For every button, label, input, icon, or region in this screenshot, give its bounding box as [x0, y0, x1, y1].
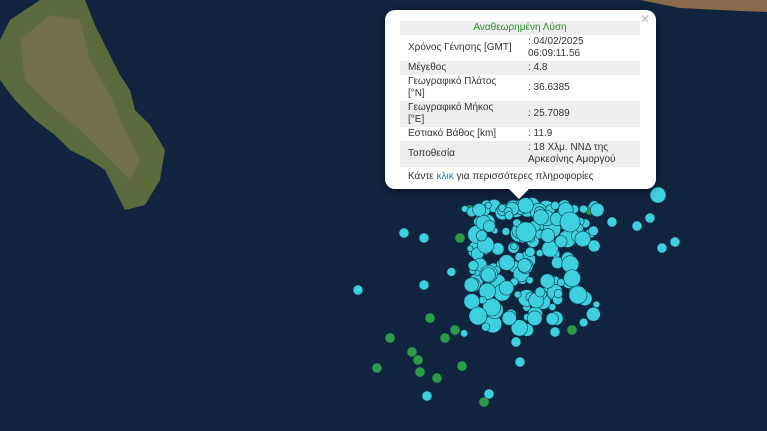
earthquake-marker[interactable] [463, 277, 479, 293]
earthquake-marker[interactable] [586, 306, 601, 322]
earthquake-marker[interactable] [644, 212, 656, 224]
earthquake-marker[interactable] [549, 326, 561, 338]
popup-footer: Κάντε κλικ για περισσότερες πληροφορίες [408, 170, 656, 183]
earthquake-marker[interactable] [466, 245, 474, 252]
earthquake-marker[interactable] [514, 356, 526, 368]
value-magnitude: : 4.8 [528, 62, 548, 73]
close-icon[interactable]: ✕ [639, 12, 650, 26]
label-magnitude: Μέγεθος [408, 62, 447, 73]
earthquake-marker[interactable] [468, 306, 488, 326]
label-latitude: Γεωγραφικό Πλάτος [°N] [408, 76, 497, 99]
earthquake-marker[interactable] [481, 322, 491, 332]
earthquake-marker[interactable] [525, 276, 534, 285]
earthquake-marker[interactable] [554, 235, 568, 248]
earthquake-marker[interactable] [669, 236, 681, 248]
earthquake-marker[interactable] [504, 211, 514, 221]
earthquake-marker[interactable] [590, 202, 605, 217]
earthquake-marker[interactable] [412, 354, 424, 366]
earthquake-marker[interactable] [578, 317, 589, 328]
earthquake-marker[interactable] [656, 242, 668, 254]
earthquake-marker[interactable] [483, 388, 495, 400]
earthquake-marker[interactable] [592, 300, 601, 309]
earthquake-marker[interactable] [424, 312, 436, 324]
earthquake-marker[interactable] [532, 209, 549, 226]
label-longitude: Γεωγραφικό Μήκος [°E] [408, 102, 494, 125]
earthquake-marker[interactable] [480, 267, 496, 283]
earthquake-marker[interactable] [456, 360, 468, 372]
earthquake-marker[interactable] [606, 216, 618, 228]
earthquake-details: Αναθεωρημένη Λύση Χρόνος Γένησης [GMT] : … [400, 21, 640, 167]
earthquake-marker[interactable] [446, 267, 457, 277]
earthquake-marker[interactable] [472, 202, 487, 217]
earthquake-marker[interactable] [540, 228, 556, 243]
earthquake-marker[interactable] [476, 229, 488, 242]
earthquake-marker[interactable] [510, 336, 522, 348]
earthquake-marker[interactable] [484, 201, 492, 209]
earthquake-marker[interactable] [439, 332, 451, 344]
earthquake-popup: ✕ Αναθεωρημένη Λύση Χρόνος Γένησης [GMT]… [385, 10, 656, 199]
earthquake-marker[interactable] [566, 324, 578, 336]
earthquake-marker[interactable] [467, 260, 479, 271]
earthquake-marker[interactable] [352, 284, 364, 296]
more-info-link[interactable]: κλικ [436, 171, 454, 182]
earthquake-marker[interactable] [418, 279, 430, 291]
earthquake-marker[interactable] [498, 254, 515, 271]
earthquake-marker[interactable] [631, 220, 643, 232]
earthquake-marker[interactable] [513, 290, 522, 299]
earthquake-marker[interactable] [510, 319, 528, 337]
earthquake-marker[interactable] [574, 230, 591, 248]
earthquake-marker[interactable] [559, 211, 581, 233]
label-depth: Εστιακό Βάθος [km] [408, 128, 497, 139]
earthquake-marker[interactable] [501, 227, 511, 236]
earthquake-marker[interactable] [398, 227, 410, 239]
value-longitude: : 25.7089 [528, 108, 570, 119]
earthquake-marker[interactable] [563, 269, 581, 288]
earthquake-marker[interactable] [449, 324, 461, 336]
earthquake-marker[interactable] [510, 242, 518, 251]
earthquake-marker[interactable] [568, 285, 588, 305]
earthquake-marker[interactable] [587, 239, 601, 253]
value-latitude: : 36.6385 [528, 82, 570, 93]
earthquake-marker[interactable] [431, 372, 443, 384]
earthquake-marker[interactable] [454, 232, 466, 244]
earthquake-marker[interactable] [525, 246, 536, 258]
earthquake-marker[interactable] [539, 273, 555, 289]
earthquake-marker[interactable] [460, 329, 469, 338]
earthquake-marker[interactable] [478, 396, 490, 408]
footer-text-end: για περισσότερες πληροφορίες [456, 171, 594, 182]
earthquake-marker[interactable] [527, 310, 543, 326]
earthquake-marker[interactable] [649, 186, 667, 204]
earthquake-marker[interactable] [517, 197, 534, 214]
earthquake-marker[interactable] [517, 258, 532, 273]
value-origin-time: : 04/02/2025 06:09:11.56 [528, 36, 584, 59]
earthquake-marker[interactable] [499, 280, 515, 296]
island-highlands [20, 15, 140, 180]
earthquake-marker[interactable] [384, 332, 396, 344]
earthquake-markers [352, 186, 681, 408]
earthquake-marker[interactable] [371, 362, 383, 374]
earthquake-marker[interactable] [414, 366, 426, 378]
value-location: : 18 Χλμ. ΝΝΔ της Αρκεσίνης Αμοργού [528, 142, 616, 165]
label-location: Τοποθεσία [408, 148, 455, 159]
earthquake-marker[interactable] [534, 286, 546, 298]
earthquake-marker[interactable] [478, 295, 487, 305]
land-top-right [640, 0, 767, 12]
earthquake-marker[interactable] [515, 221, 537, 243]
earthquake-marker[interactable] [550, 201, 560, 210]
earthquake-marker[interactable] [556, 278, 566, 287]
earthquake-marker[interactable] [483, 220, 496, 233]
earthquake-marker[interactable] [418, 232, 430, 244]
earthquake-marker[interactable] [406, 346, 418, 358]
label-origin-time: Χρόνος Γένησης [GMT] [408, 42, 512, 53]
earthquake-marker[interactable] [588, 225, 599, 237]
value-depth: : 11.9 [528, 128, 553, 139]
earthquake-marker[interactable] [501, 310, 517, 326]
footer-text: Κάντε [408, 171, 434, 182]
earthquake-marker[interactable] [553, 289, 563, 299]
popup-title: Αναθεωρημένη Λύση [473, 22, 567, 33]
earthquake-marker[interactable] [579, 204, 588, 214]
earthquake-marker[interactable] [545, 312, 559, 326]
earthquake-marker[interactable] [421, 390, 433, 402]
earthquake-marker[interactable] [548, 303, 557, 311]
